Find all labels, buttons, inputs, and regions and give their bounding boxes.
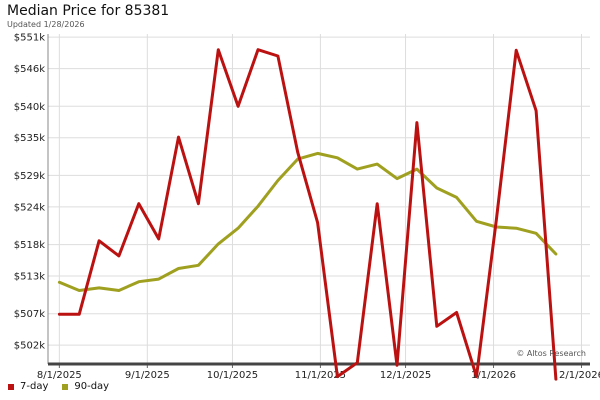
y-tick-label: $540k xyxy=(14,102,45,113)
legend-label-90-day: 90-day xyxy=(74,381,110,392)
y-tick-label: $529k xyxy=(14,171,45,182)
x-tick-label: 12/1/2025 xyxy=(380,370,431,381)
y-tick-label: $524k xyxy=(14,202,45,213)
legend-item-7-day[interactable]: 7-day xyxy=(8,381,48,392)
legend: 7-day 90-day xyxy=(8,381,109,392)
x-tick-label: 10/1/2025 xyxy=(207,370,258,381)
y-tick-label: $551k xyxy=(14,33,45,44)
grid xyxy=(48,34,590,364)
series-lines xyxy=(57,48,558,381)
legend-swatch-7-day xyxy=(8,383,14,390)
y-tick-label: $546k xyxy=(14,64,45,75)
x-tick-label: 1/1/2026 xyxy=(471,370,516,381)
x-tick-label: 2/1/2026 xyxy=(559,370,600,381)
y-tick-label: $535k xyxy=(14,133,45,144)
plot-area xyxy=(48,34,590,364)
legend-label-7-day: 7-day xyxy=(20,381,49,392)
series-line-7-day xyxy=(57,48,558,381)
chart-subtitle: Updated 1/28/2026 xyxy=(7,20,85,29)
x-tick-label: 11/1/2025 xyxy=(295,370,346,381)
y-tick-label: $518k xyxy=(14,240,45,251)
x-tick-label: 9/1/2025 xyxy=(125,370,170,381)
x-tick-label: 8/1/2025 xyxy=(37,370,82,381)
y-tick-label: $507k xyxy=(14,309,45,320)
watermark-text: © Altos Research xyxy=(516,349,586,358)
axes: $502k $507k $513k $518k $524k $529k $535k $540k… xyxy=(14,33,600,381)
legend-swatch-90-day xyxy=(62,383,69,390)
series-line-90-day xyxy=(57,151,558,292)
chart-title: Median Price for 85381 xyxy=(7,3,170,19)
legend-item-90-day[interactable]: 90-day xyxy=(62,381,109,392)
y-tick-label: $513k xyxy=(14,272,45,283)
y-tick-label: $502k xyxy=(14,341,45,352)
